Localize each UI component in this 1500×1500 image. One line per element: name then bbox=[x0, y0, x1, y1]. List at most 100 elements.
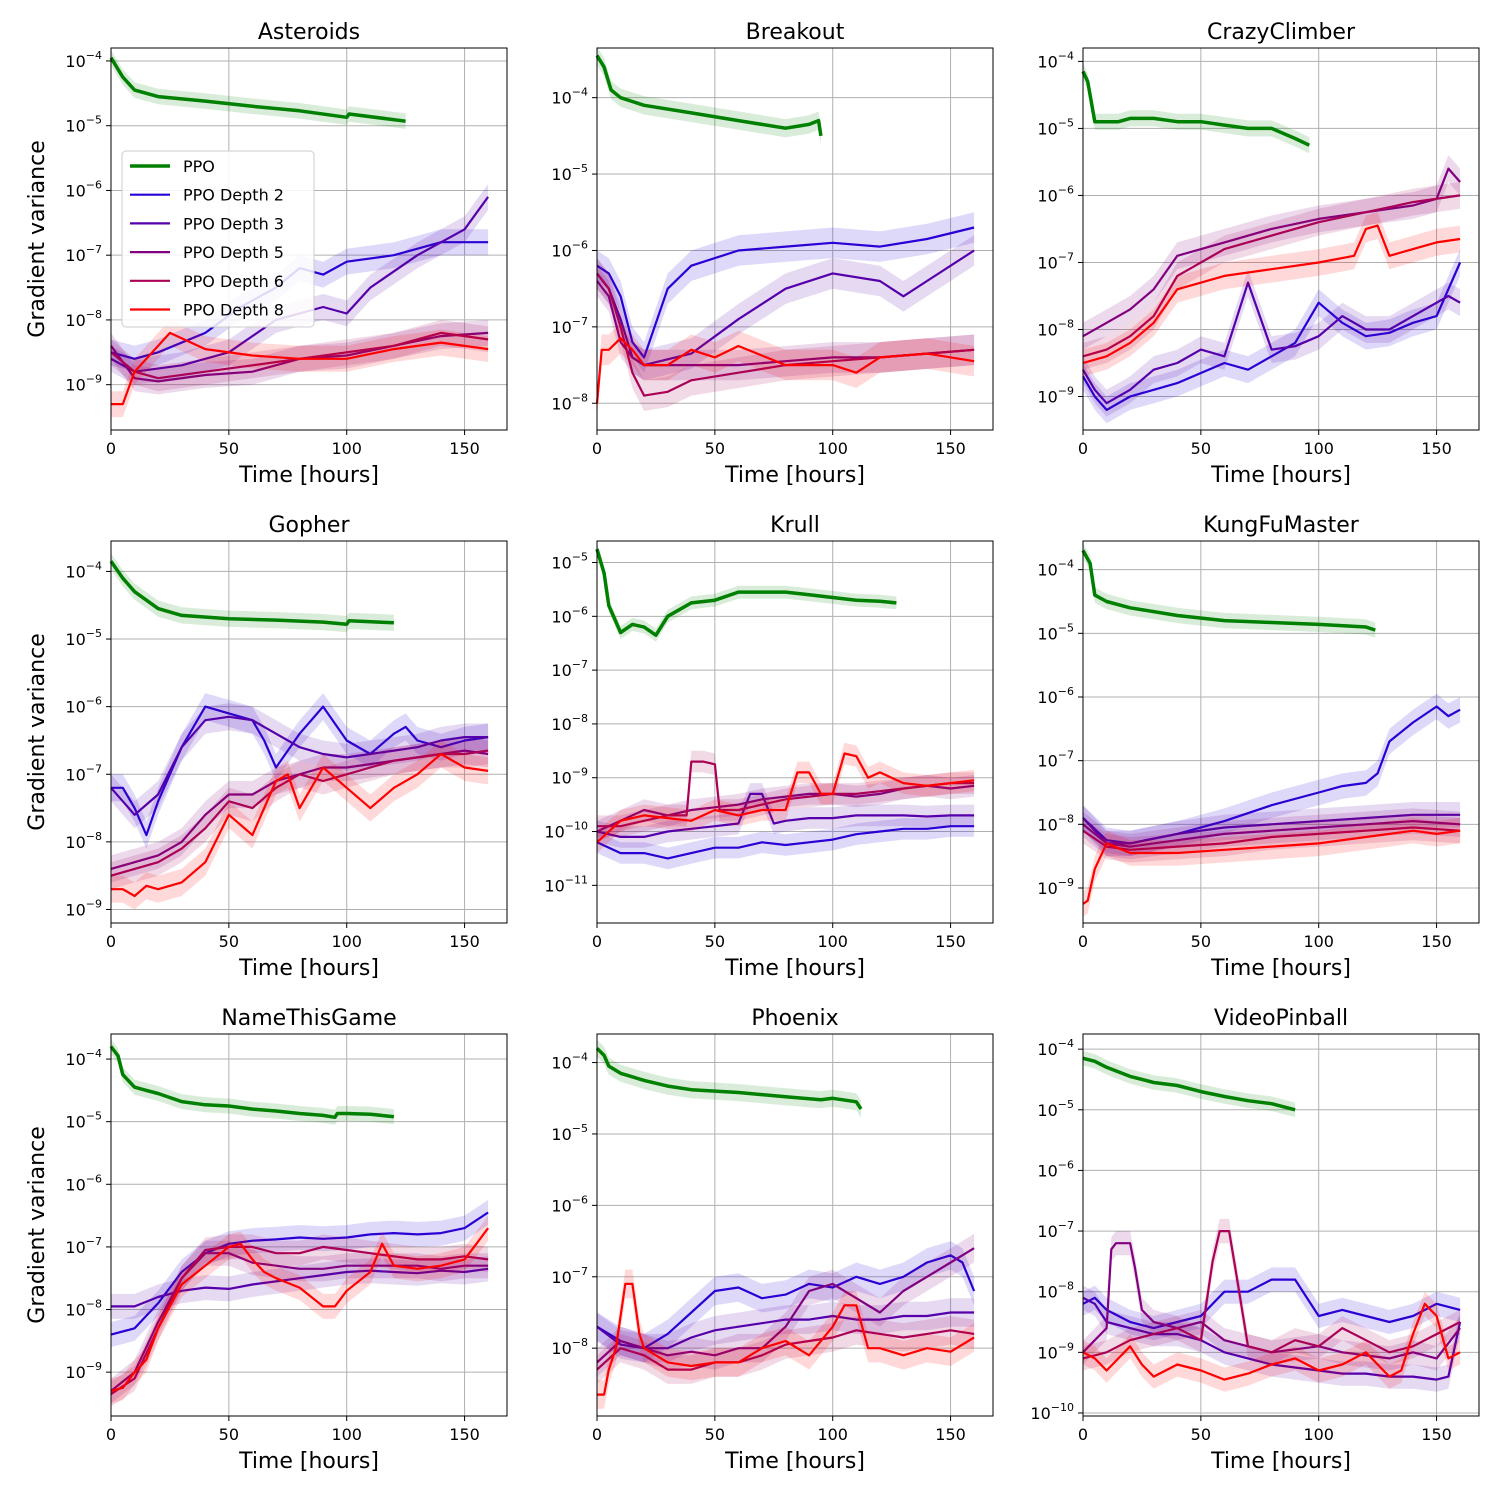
band-ppo-depth-2 bbox=[111, 1200, 489, 1348]
series-line-ppo-depth-2 bbox=[1082, 262, 1462, 411]
y-tick-label: 10−6 bbox=[1037, 685, 1074, 707]
series-line-ppo-depth-6 bbox=[110, 1245, 489, 1396]
y-tick-label: 10−5 bbox=[551, 1122, 588, 1144]
axes-frame bbox=[110, 540, 508, 924]
band-ppo-depth-6 bbox=[111, 1234, 489, 1407]
series-line-ppo-depth-5 bbox=[1082, 819, 1461, 848]
x-tick-label: 100 bbox=[817, 439, 848, 458]
band-ppo-depth-6 bbox=[111, 319, 489, 392]
x-tick-label: 0 bbox=[1078, 439, 1088, 458]
y-tick-label: 10−7 bbox=[551, 315, 588, 337]
x-axis-label: Time [hours] bbox=[1210, 1449, 1351, 1474]
chart-title: KungFuMaster bbox=[1203, 513, 1360, 538]
axes-frame bbox=[1082, 47, 1480, 431]
series-line-ppo-depth-8 bbox=[1082, 829, 1461, 905]
y-tick-label: 10−8 bbox=[65, 1298, 102, 1320]
band-ppo-depth-2 bbox=[111, 229, 489, 372]
axes-frame bbox=[596, 540, 994, 924]
series-line-ppo-depth-2 bbox=[110, 1211, 489, 1336]
series-line-ppo-depth-2 bbox=[596, 825, 975, 860]
y-tick-label: 10−7 bbox=[1037, 250, 1074, 272]
y-tick-label: 10−4 bbox=[1037, 49, 1074, 71]
series-line-ppo-depth-2 bbox=[596, 1254, 976, 1350]
y-tick-label: 10−8 bbox=[1037, 317, 1074, 339]
band-ppo-depth-3 bbox=[111, 703, 489, 829]
band-ppo-depth-6 bbox=[1083, 1218, 1461, 1371]
y-tick-label: 10−8 bbox=[551, 391, 588, 413]
y-tick-label: 10−8 bbox=[551, 1336, 588, 1358]
y-tick-label: 10−8 bbox=[1037, 812, 1074, 834]
series-line-ppo-depth-5 bbox=[110, 331, 489, 383]
band-ppo-depth-2 bbox=[1083, 693, 1461, 857]
x-tick-label: 150 bbox=[449, 439, 480, 458]
x-tick-label: 100 bbox=[331, 439, 362, 458]
band-ppo-depth-8 bbox=[1083, 212, 1461, 377]
y-tick-label: 10−6 bbox=[1037, 1158, 1074, 1180]
band-ppo-depth-3 bbox=[597, 783, 975, 848]
chart-title: CrazyClimber bbox=[1207, 20, 1356, 45]
x-tick-label: 0 bbox=[106, 1425, 116, 1444]
legend-label: PPO Depth 5 bbox=[183, 243, 284, 262]
series-line-ppo bbox=[1082, 1056, 1296, 1112]
panel-kungfumaster: 0 50 100 150 10−9 10−8 10−7 10−6 10−5 10−4 KungFuM… bbox=[1037, 513, 1480, 981]
axes-frame bbox=[1082, 540, 1480, 924]
band-ppo-depth-8 bbox=[111, 319, 489, 418]
band-ppo bbox=[111, 49, 406, 129]
y-tick-label: 10−10 bbox=[1030, 1401, 1074, 1423]
series-line-ppo-depth-6 bbox=[110, 749, 489, 877]
series-line-ppo-depth-3 bbox=[1082, 813, 1461, 845]
series-line-ppo-depth-5 bbox=[1082, 1242, 1461, 1360]
y-tick-label: 10−4 bbox=[65, 49, 102, 71]
axes-frame bbox=[110, 1033, 508, 1417]
y-tick-label: 10−5 bbox=[1037, 116, 1074, 138]
x-tick-label: 0 bbox=[1078, 1425, 1088, 1444]
y-tick-label: 10−6 bbox=[65, 695, 102, 717]
panel-phoenix: 0 50 100 150 10−8 10−7 10−6 10−5 10−4 Phoenix Time… bbox=[551, 1006, 994, 1474]
y-tick-label: 10−6 bbox=[551, 238, 588, 260]
x-tick-label: 100 bbox=[817, 932, 848, 951]
x-axis-label: Time [hours] bbox=[724, 463, 865, 488]
series-line-ppo-depth-3 bbox=[110, 196, 489, 373]
y-tick-label: 10−7 bbox=[551, 658, 588, 680]
series-line-ppo-depth-3 bbox=[110, 715, 489, 816]
y-tick-label: 10−4 bbox=[1037, 1037, 1074, 1059]
band-ppo bbox=[1083, 1051, 1296, 1118]
band-ppo-depth-6 bbox=[1083, 814, 1461, 863]
series-line-ppo-depth-3 bbox=[1082, 281, 1461, 405]
y-tick-label: 10−8 bbox=[65, 830, 102, 852]
y-tick-label: 10−7 bbox=[1037, 749, 1074, 771]
x-tick-label: 100 bbox=[331, 932, 362, 951]
y-tick-label: 10−6 bbox=[551, 604, 588, 626]
x-tick-label: 100 bbox=[331, 1425, 362, 1444]
band-ppo-depth-3 bbox=[597, 1298, 975, 1363]
x-tick-label: 150 bbox=[935, 439, 966, 458]
band-ppo-depth-6 bbox=[111, 737, 489, 890]
axes-frame bbox=[596, 1033, 994, 1417]
x-tick-label: 0 bbox=[106, 439, 116, 458]
x-axis-label: Time [hours] bbox=[724, 956, 865, 981]
x-tick-label: 100 bbox=[1303, 1425, 1334, 1444]
x-tick-label: 50 bbox=[705, 439, 725, 458]
y-tick-label: 10−9 bbox=[65, 897, 102, 919]
band-ppo-depth-8 bbox=[1083, 817, 1461, 917]
x-axis-label: Time [hours] bbox=[238, 1449, 379, 1474]
y-axis-label: Gradient variance bbox=[25, 140, 50, 337]
y-tick-label: 10−7 bbox=[65, 762, 102, 784]
x-axis-label: Time [hours] bbox=[238, 956, 379, 981]
band-ppo-depth-2 bbox=[597, 1241, 975, 1363]
x-tick-label: 150 bbox=[449, 1425, 480, 1444]
panel-crazyclimber: 0 50 100 150 10−9 10−8 10−7 10−6 10−5 10−4 CrazyCl… bbox=[1037, 20, 1480, 488]
legend-label: PPO Depth 6 bbox=[183, 272, 284, 291]
band-ppo-depth-5 bbox=[1083, 155, 1461, 350]
series-line-ppo-depth-3 bbox=[596, 1311, 975, 1350]
y-tick-label: 10−11 bbox=[544, 873, 588, 895]
series-line-ppo-depth-8 bbox=[597, 1282, 975, 1396]
x-tick-label: 150 bbox=[449, 932, 480, 951]
y-tick-label: 10−6 bbox=[551, 1193, 588, 1215]
y-tick-label: 10−9 bbox=[65, 1360, 102, 1382]
y-tick-label: 10−4 bbox=[1037, 558, 1074, 580]
series-line-ppo bbox=[595, 54, 823, 137]
y-tick-label: 10−9 bbox=[1037, 384, 1074, 406]
chart-title: Asteroids bbox=[258, 20, 360, 45]
